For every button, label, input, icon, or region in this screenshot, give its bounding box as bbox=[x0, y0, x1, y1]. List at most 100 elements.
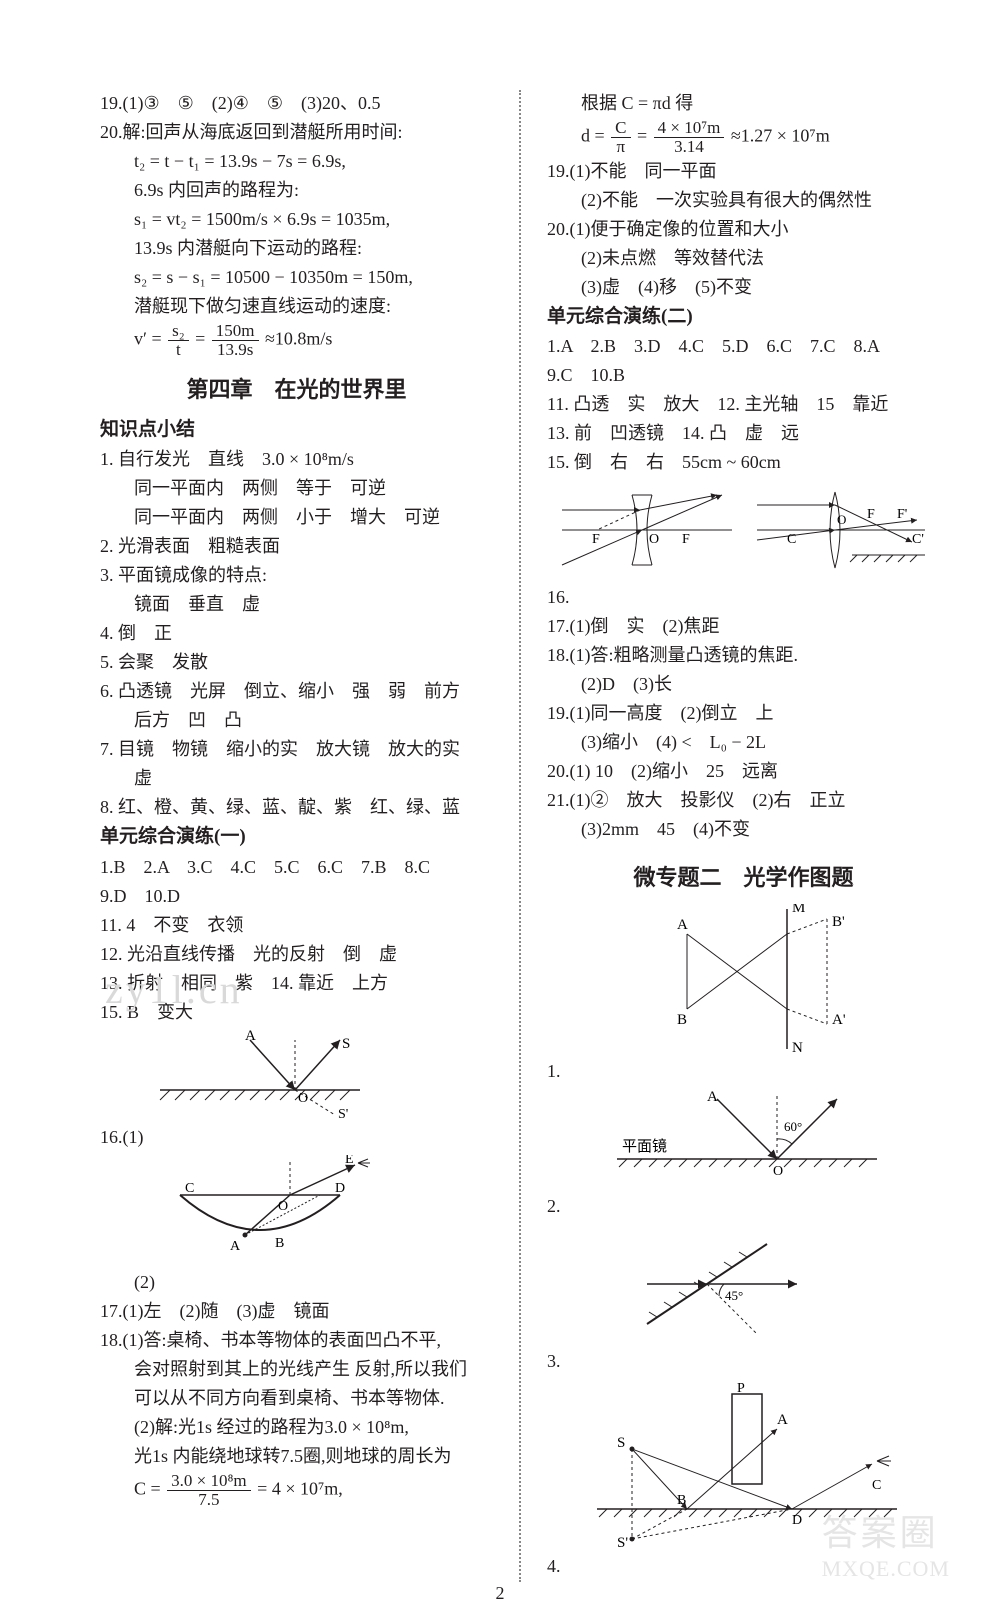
svg-text:O: O bbox=[298, 1091, 308, 1106]
text-line: 同一平面内 两侧 小于 增大 可逆 bbox=[100, 504, 493, 531]
formula-line: C = 3.0 × 10⁸m 7.5 = 4 × 10⁷m, bbox=[100, 1472, 493, 1509]
text-line: 19.(1)不能 同一平面 bbox=[547, 158, 940, 185]
diagram-bowl: C O D E A B bbox=[130, 1155, 390, 1265]
section-heading: 知识点小结 bbox=[100, 416, 493, 445]
text-line: s₂ = s − s₁ = 10500 − 10350m = 150m, bbox=[100, 264, 493, 291]
svg-text:O: O bbox=[649, 532, 659, 547]
text-line: 16.(1) bbox=[100, 1124, 493, 1151]
svg-text:N: N bbox=[792, 1040, 803, 1054]
text-line: 20.解:回声从海底返回到潜艇所用时间: bbox=[100, 119, 493, 146]
text-line: 2. 光滑表面 粗糙表面 bbox=[100, 533, 493, 560]
text-line: 17.(1)倒 实 (2)焦距 bbox=[547, 613, 940, 640]
text-line: 光1s 内能绕地球转7.5圈,则地球的周长为 bbox=[100, 1443, 493, 1470]
text-line: 1. 自行发光 直线 3.0 × 10⁸m/s bbox=[100, 446, 493, 473]
text-line: 11. 4 不变 衣领 bbox=[100, 912, 493, 939]
text-line: (3)缩小 (4) < L₀ − 2L bbox=[547, 729, 940, 756]
formula-suffix: ≈10.8m/s bbox=[265, 328, 332, 348]
svg-text:A': A' bbox=[832, 1012, 846, 1028]
text-line: (2)未点燃 等效替代法 bbox=[547, 245, 940, 272]
formula-suffix: = 4 × 10⁷m, bbox=[257, 1478, 343, 1498]
text-line: (2)不能 一次实验具有很大的偶然性 bbox=[547, 187, 940, 214]
svg-text:S: S bbox=[617, 1435, 625, 1451]
formula-suffix: ≈1.27 × 10⁷m bbox=[731, 125, 830, 145]
text-line: 19.(1)③ ⑤ (2)④ ⑤ (3)20、0.5 bbox=[100, 90, 493, 117]
text-line: 16. bbox=[547, 584, 940, 611]
text-line: 13. 前 凹透镜 14. 凸 虚 远 bbox=[547, 420, 940, 447]
text-line: 根据 C = πd 得 bbox=[547, 90, 940, 117]
text-line: 18.(1)答:粗略测量凸透镜的焦距. bbox=[547, 642, 940, 669]
text-line: 1.A 2.B 3.D 4.C 5.D 6.C 7.C 8.A bbox=[547, 333, 940, 360]
text-line: (2)解:光1s 经过的路程为3.0 × 10⁸m, bbox=[100, 1414, 493, 1441]
text-line: 12. 光沿直线传播 光的反射 倒 虚 bbox=[100, 941, 493, 968]
page-number: 2 bbox=[496, 1583, 505, 1604]
text-line: 20.(1) 10 (2)缩小 25 远离 bbox=[547, 758, 940, 785]
text-line: 13.9s 内潜艇向下运动的路程: bbox=[100, 235, 493, 262]
text-line: 可以从不同方向看到桌椅、书本等物体. bbox=[100, 1385, 493, 1412]
svg-text:A: A bbox=[707, 1089, 718, 1105]
text-line: 19.(1)同一高度 (2)倒立 上 bbox=[547, 700, 940, 727]
text-line: 1.B 2.A 3.C 4.C 5.C 6.C 7.B 8.C bbox=[100, 854, 493, 881]
svg-text:C: C bbox=[185, 1181, 194, 1196]
text-line: (3)2mm 45 (4)不变 bbox=[547, 816, 940, 843]
svg-text:C: C bbox=[872, 1478, 881, 1493]
text-line: 11. 凸透 实 放大 12. 主光轴 15 靠近 bbox=[547, 391, 940, 418]
formula-prefix: v′ = bbox=[134, 328, 162, 348]
text-line: (2) bbox=[100, 1269, 493, 1296]
svg-text:B: B bbox=[275, 1236, 284, 1251]
svg-text:A: A bbox=[777, 1412, 788, 1428]
svg-text:S: S bbox=[342, 1036, 350, 1052]
svg-text:O: O bbox=[278, 1199, 288, 1214]
svg-text:F: F bbox=[682, 532, 690, 547]
svg-text:F': F' bbox=[897, 507, 907, 522]
text-line: 同一平面内 两侧 等于 可逆 bbox=[100, 475, 493, 502]
svg-text:M: M bbox=[792, 904, 805, 916]
diagram-lenses: F O F C O F F' C' bbox=[557, 480, 927, 580]
svg-text:平面镜: 平面镜 bbox=[622, 1137, 667, 1155]
svg-text:A: A bbox=[230, 1239, 241, 1254]
text-line: 13. 折射 相同 紫 14. 靠近 上方 bbox=[100, 970, 493, 997]
svg-text:D: D bbox=[792, 1513, 802, 1528]
svg-text:45°: 45° bbox=[725, 1288, 743, 1303]
text-line: 潜艇现下做匀速直线运动的速度: bbox=[100, 293, 493, 320]
svg-text:C: C bbox=[787, 532, 796, 547]
svg-text:S': S' bbox=[338, 1107, 348, 1120]
diagram-angled-mirror: 45° bbox=[607, 1224, 867, 1344]
svg-text:F: F bbox=[592, 532, 600, 547]
section-heading: 单元综合演练(一) bbox=[100, 823, 493, 852]
svg-text:C': C' bbox=[912, 532, 924, 547]
page: 19.(1)③ ⑤ (2)④ ⑤ (3)20、0.5 20.解:回声从海底返回到… bbox=[0, 0, 1000, 1622]
topic-title: 微专题二 光学作图题 bbox=[547, 861, 940, 894]
formula-prefix: C = bbox=[134, 1478, 161, 1498]
text-line: 7. 目镜 物镜 缩小的实 放大镜 放大的实 bbox=[100, 736, 493, 763]
text-line: 21.(1)② 放大 投影仪 (2)右 正立 bbox=[547, 787, 940, 814]
text-line: 3. 平面镜成像的特点: bbox=[100, 562, 493, 589]
text-line: (2)D (3)长 bbox=[547, 671, 940, 698]
text-line: 17.(1)左 (2)随 (3)虚 镜面 bbox=[100, 1298, 493, 1325]
svg-text:E: E bbox=[345, 1155, 354, 1167]
svg-text:60°: 60° bbox=[784, 1119, 802, 1134]
fraction: s₂ t bbox=[168, 322, 189, 359]
fraction: 3.0 × 10⁸m 7.5 bbox=[167, 1472, 251, 1509]
diagram-plane-mirror: A 60° O 平面镜 bbox=[577, 1089, 897, 1189]
text-line: 3. bbox=[547, 1348, 940, 1375]
fraction: C π bbox=[611, 119, 630, 156]
diagram-obstacle-mirror: S S' P A B D C bbox=[577, 1379, 917, 1549]
text-line: 4. 倒 正 bbox=[100, 620, 493, 647]
svg-text:P: P bbox=[737, 1381, 745, 1396]
right-column: 根据 C = πd 得 d = C π = 4 × 10⁷m 3.14 ≈1.2… bbox=[547, 90, 940, 1582]
text-line: 6.9s 内回声的路程为: bbox=[100, 177, 493, 204]
text-line: 镜面 垂直 虚 bbox=[100, 591, 493, 618]
fraction: 150m 13.9s bbox=[212, 322, 259, 359]
text-line: s₁ = vt₂ = 1500m/s × 6.9s = 1035m, bbox=[100, 206, 493, 233]
text-line: 4. bbox=[547, 1553, 940, 1580]
text-line: 15. B 变大 bbox=[100, 999, 493, 1026]
text-line: (3)虚 (4)移 (5)不变 bbox=[547, 274, 940, 301]
text-line: 15. 倒 右 右 55cm ~ 60cm bbox=[547, 449, 940, 476]
text-line: 9.C 10.B bbox=[547, 362, 940, 389]
fraction: 4 × 10⁷m 3.14 bbox=[654, 119, 725, 156]
formula-prefix: d = bbox=[581, 125, 605, 145]
svg-text:O: O bbox=[773, 1164, 783, 1179]
formula-line: d = C π = 4 × 10⁷m 3.14 ≈1.27 × 10⁷m bbox=[547, 119, 940, 156]
column-divider bbox=[519, 90, 521, 1582]
section-heading: 单元综合演练(二) bbox=[547, 303, 940, 332]
